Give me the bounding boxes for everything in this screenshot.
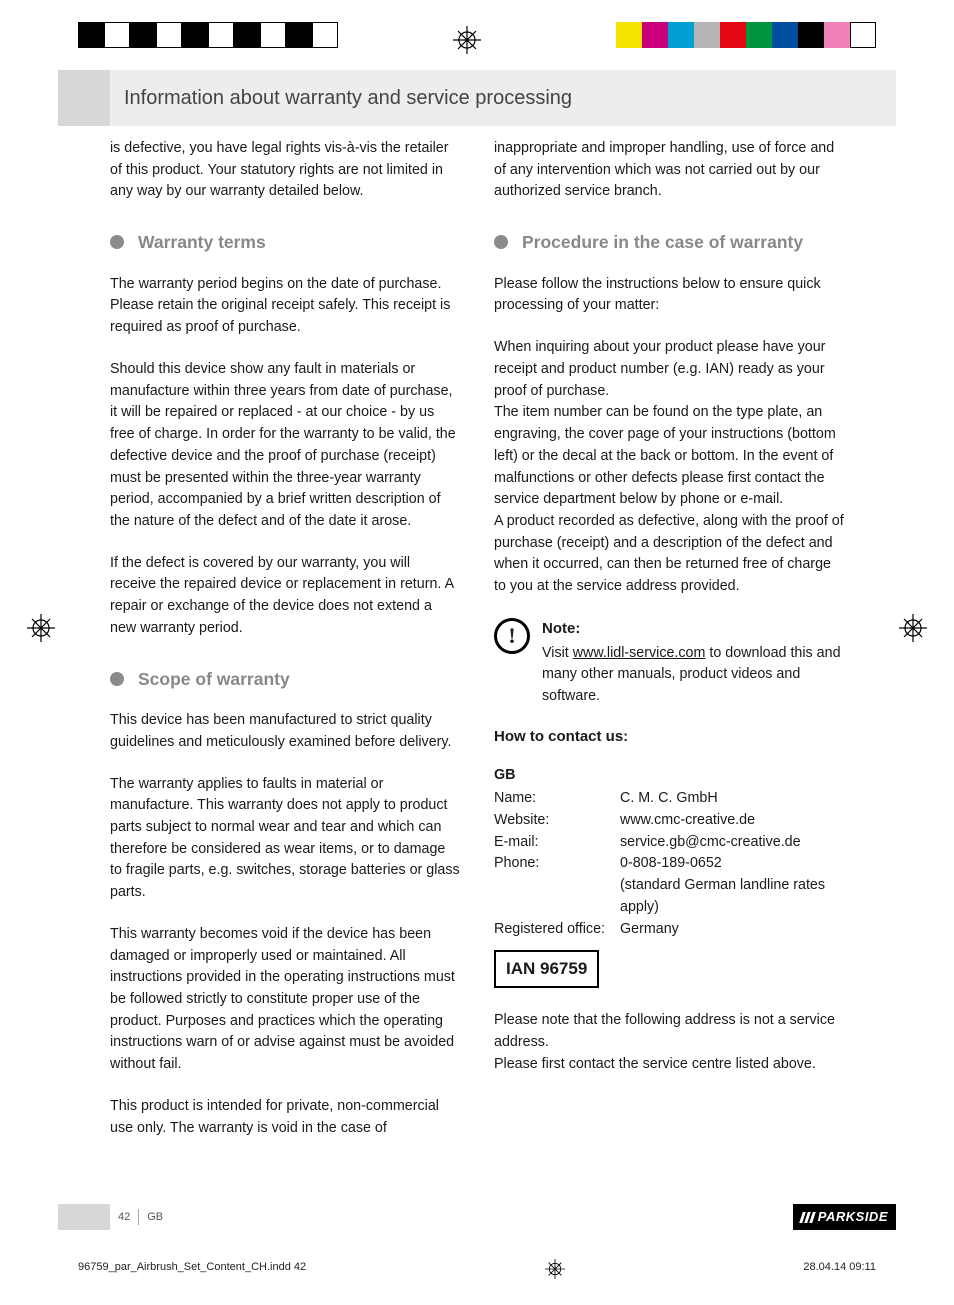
page-number: 42 bbox=[110, 1209, 130, 1226]
contact-row: Phone:0-808-189-0652 bbox=[494, 853, 844, 875]
alert-icon: ! bbox=[494, 618, 530, 654]
body-text: This warranty becomes void if the device… bbox=[110, 924, 460, 1076]
note-block: ! Note: Visit www.lidl-service.com to do… bbox=[494, 618, 844, 708]
header-accent bbox=[58, 70, 110, 126]
body-text: When inquiring about your product please… bbox=[494, 337, 844, 402]
body-text: The warranty applies to faults in materi… bbox=[110, 774, 460, 904]
bullet-icon bbox=[494, 235, 508, 249]
left-column: is defective, you have legal rights vis-… bbox=[110, 138, 460, 1159]
registration-mark-icon bbox=[899, 614, 927, 642]
page-header: Information about warranty and service p… bbox=[58, 70, 896, 126]
note-content: Note: Visit www.lidl-service.com to down… bbox=[542, 618, 844, 708]
note-body: Visit www.lidl-service.com to download t… bbox=[542, 643, 844, 708]
bullet-icon bbox=[110, 672, 124, 686]
registration-mark-icon bbox=[453, 26, 481, 54]
body-text: If the defect is covered by our warranty… bbox=[110, 553, 460, 640]
body-text: A product recorded as defective, along w… bbox=[494, 511, 844, 598]
page-footer: 42 GB PARKSIDE bbox=[58, 1204, 896, 1230]
body-text: Should this device show any fault in mat… bbox=[110, 359, 460, 533]
body-text: is defective, you have legal rights vis-… bbox=[110, 138, 460, 203]
footer-accent bbox=[58, 1204, 110, 1230]
section-heading: Warranty terms bbox=[110, 229, 460, 256]
source-file: 96759_par_Airbrush_Set_Content_CH.indd 4… bbox=[78, 1259, 306, 1279]
section-heading: Scope of warranty bbox=[110, 666, 460, 693]
body-text: This device has been manufactured to str… bbox=[110, 710, 460, 753]
contact-row: Name:C. M. C. GmbH bbox=[494, 788, 844, 810]
country-code: GB bbox=[494, 765, 844, 787]
print-date: 28.04.14 09:11 bbox=[803, 1259, 876, 1279]
body-text: Please note that the following address i… bbox=[494, 1010, 844, 1053]
heading-text: Warranty terms bbox=[138, 229, 266, 256]
contact-row: Registered office:Germany bbox=[494, 919, 844, 941]
heading-text: Scope of warranty bbox=[138, 666, 290, 693]
section-heading: Procedure in the case of warranty bbox=[494, 229, 844, 256]
body-text: The warranty period begins on the date o… bbox=[110, 274, 460, 339]
brand-logo: PARKSIDE bbox=[793, 1204, 896, 1230]
color-bar-left bbox=[78, 22, 338, 48]
color-bar-right bbox=[616, 22, 876, 48]
sub-heading: How to contact us: bbox=[494, 726, 844, 749]
registration-mark-icon bbox=[545, 1259, 565, 1279]
contact-table: Name:C. M. C. GmbH Website:www.cmc-creat… bbox=[494, 788, 844, 940]
registration-mark-icon bbox=[27, 614, 55, 642]
body-text: The item number can be found on the type… bbox=[494, 402, 844, 511]
contact-row: E-mail:service.gb@cmc-creative.de bbox=[494, 832, 844, 854]
brand-name: PARKSIDE bbox=[818, 1207, 888, 1227]
body-text: inappropriate and improper handling, use… bbox=[494, 138, 844, 203]
brand-stripes-icon bbox=[801, 1212, 814, 1223]
content-columns: is defective, you have legal rights vis-… bbox=[110, 138, 844, 1159]
body-text: This product is intended for private, no… bbox=[110, 1096, 460, 1139]
footer-country: GB bbox=[138, 1209, 163, 1226]
ian-number-box: IAN 96759 bbox=[494, 950, 599, 988]
right-column: inappropriate and improper handling, use… bbox=[494, 138, 844, 1159]
contact-row: (standard German landline rates apply) bbox=[494, 875, 844, 918]
page-title: Information about warranty and service p… bbox=[110, 83, 572, 113]
note-link: www.lidl-service.com bbox=[573, 645, 706, 661]
body-text: Please follow the instructions below to … bbox=[494, 274, 844, 317]
body-text: Please first contact the service centre … bbox=[494, 1054, 844, 1076]
bullet-icon bbox=[110, 235, 124, 249]
note-title: Note: bbox=[542, 618, 844, 641]
contact-row: Website:www.cmc-creative.de bbox=[494, 810, 844, 832]
document-page: Information about warranty and service p… bbox=[0, 0, 954, 1305]
heading-text: Procedure in the case of warranty bbox=[522, 229, 803, 256]
print-imprint: 96759_par_Airbrush_Set_Content_CH.indd 4… bbox=[78, 1259, 876, 1279]
